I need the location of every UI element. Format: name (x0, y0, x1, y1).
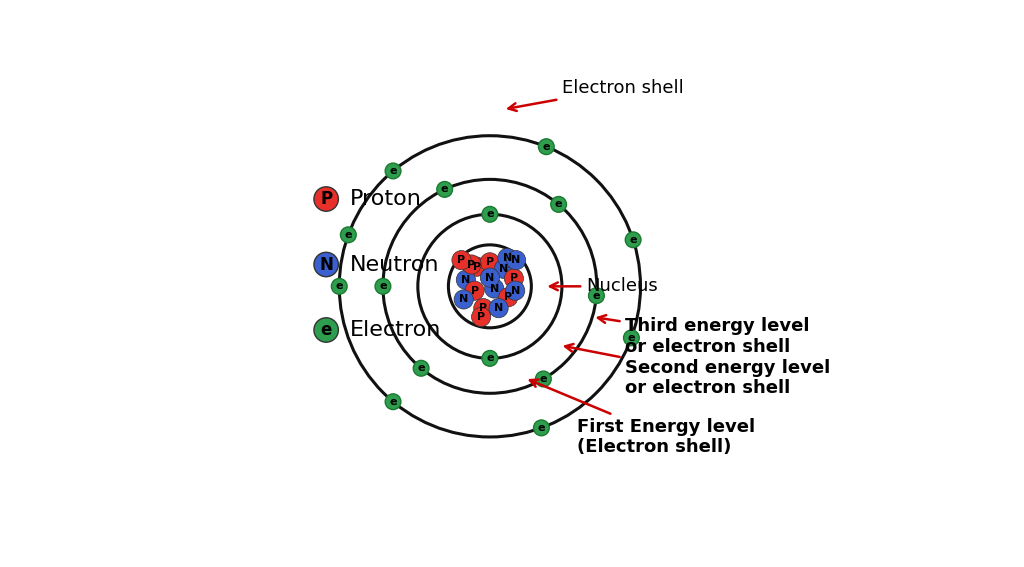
Circle shape (536, 371, 551, 387)
Text: e: e (486, 353, 494, 363)
Circle shape (495, 259, 513, 278)
Circle shape (465, 281, 484, 301)
Text: e: e (486, 209, 494, 219)
Text: N: N (503, 253, 512, 263)
Text: Electron: Electron (350, 320, 441, 340)
Text: N: N (461, 275, 470, 285)
Circle shape (340, 227, 356, 243)
Circle shape (589, 288, 604, 303)
Text: e: e (628, 333, 635, 343)
Circle shape (534, 420, 549, 435)
Text: P: P (321, 190, 332, 208)
Text: Electron shell: Electron shell (509, 79, 684, 111)
Circle shape (507, 251, 525, 270)
Text: First Energy level
(Electron shell): First Energy level (Electron shell) (530, 379, 756, 456)
Text: P: P (458, 255, 466, 265)
Circle shape (482, 350, 498, 366)
Circle shape (626, 232, 641, 248)
Text: N: N (485, 273, 495, 282)
Circle shape (385, 394, 401, 409)
Text: e: e (321, 321, 332, 339)
Circle shape (314, 318, 338, 342)
Circle shape (539, 139, 554, 155)
Text: N: N (489, 284, 499, 294)
Text: Second energy level
or electron shell: Second energy level or electron shell (565, 344, 830, 397)
Text: e: e (441, 184, 449, 194)
Text: Nucleus: Nucleus (550, 277, 657, 295)
Circle shape (454, 290, 473, 309)
Circle shape (467, 257, 486, 276)
Text: N: N (511, 286, 520, 296)
Text: P: P (510, 273, 518, 284)
Circle shape (414, 361, 429, 376)
Circle shape (551, 197, 566, 212)
Text: P: P (477, 312, 485, 322)
Text: P: P (471, 286, 478, 296)
Text: e: e (336, 281, 343, 291)
Circle shape (480, 253, 500, 272)
Text: e: e (389, 397, 397, 407)
Circle shape (452, 251, 471, 270)
Circle shape (480, 268, 500, 287)
Circle shape (437, 181, 453, 197)
Text: e: e (345, 230, 352, 240)
Circle shape (385, 163, 401, 179)
Text: e: e (389, 166, 397, 176)
Text: P: P (504, 292, 512, 302)
Text: Proton: Proton (350, 189, 422, 209)
Circle shape (314, 252, 338, 277)
Text: Neutron: Neutron (350, 255, 439, 274)
Circle shape (489, 299, 508, 318)
Circle shape (624, 330, 639, 346)
Circle shape (474, 299, 493, 318)
Circle shape (462, 255, 481, 274)
Text: N: N (319, 256, 333, 273)
Text: N: N (511, 255, 520, 265)
Text: e: e (538, 423, 545, 433)
Text: P: P (468, 260, 475, 269)
Circle shape (506, 281, 524, 301)
Text: e: e (418, 363, 425, 373)
Text: P: P (479, 303, 487, 313)
Circle shape (504, 269, 523, 288)
Circle shape (482, 206, 498, 222)
Text: Third energy level
or electron shell: Third energy level or electron shell (598, 315, 810, 356)
Text: e: e (543, 142, 550, 152)
Text: e: e (555, 200, 562, 209)
Circle shape (314, 187, 338, 211)
Text: P: P (473, 262, 481, 272)
Text: N: N (459, 294, 468, 304)
Text: e: e (540, 374, 547, 384)
Circle shape (484, 279, 504, 298)
Text: N: N (500, 264, 509, 274)
Text: e: e (593, 291, 600, 301)
Text: P: P (485, 257, 494, 267)
Text: e: e (379, 281, 387, 291)
Circle shape (332, 278, 347, 294)
Circle shape (457, 270, 475, 289)
Circle shape (375, 278, 391, 294)
Text: e: e (630, 235, 637, 245)
Circle shape (498, 248, 517, 268)
Circle shape (499, 287, 518, 307)
Circle shape (471, 307, 490, 327)
Text: N: N (494, 303, 503, 313)
